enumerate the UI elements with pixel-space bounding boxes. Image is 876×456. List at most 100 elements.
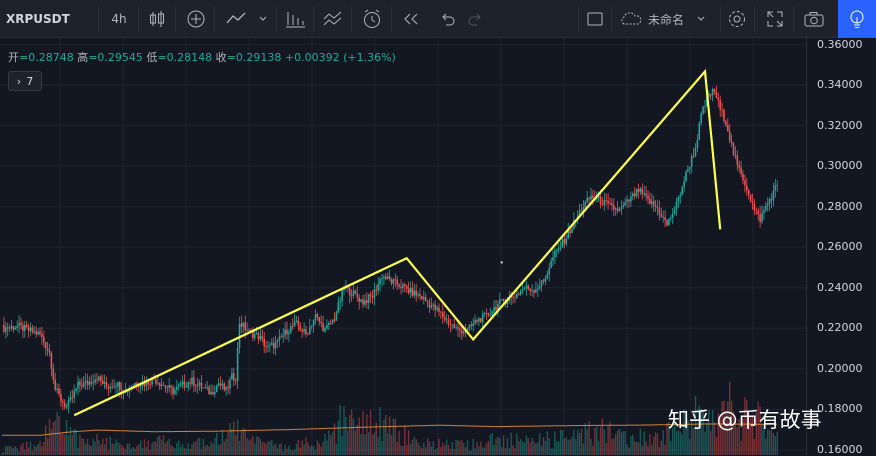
- volume-bar: [295, 443, 298, 455]
- redo-button[interactable]: [464, 0, 488, 38]
- candle-body: [383, 276, 385, 279]
- candle-body: [229, 379, 231, 389]
- candle-body: [666, 220, 668, 226]
- symbol-search-button[interactable]: XRPUSDT: [6, 0, 76, 38]
- volume-bar: [404, 425, 406, 455]
- candle-body: [255, 333, 258, 335]
- volume-bar: [324, 434, 326, 455]
- candle-body: [474, 320, 476, 324]
- volume-bar: [411, 439, 414, 455]
- candle-body: [586, 197, 588, 202]
- volume-bar: [675, 431, 678, 455]
- volume-bar: [394, 418, 396, 455]
- volume-bar: [250, 439, 252, 455]
- volume-bar: [744, 397, 746, 455]
- candle-body: [248, 329, 250, 331]
- volume-bar: [597, 440, 600, 455]
- chart-style-button[interactable]: [281, 0, 309, 38]
- candle-body: [626, 199, 628, 203]
- candle-body: [559, 247, 562, 249]
- candle-body: [290, 326, 292, 333]
- volume-bar: [387, 433, 389, 455]
- toolbar-separator: [313, 6, 314, 32]
- candle-body: [39, 331, 41, 334]
- price-axis[interactable]: 0.36000 0.34000 0.32000 0.30000 0.28000 0.260…: [806, 38, 876, 456]
- price-chart[interactable]: [0, 38, 806, 455]
- volume-bar: [715, 437, 718, 455]
- volume-bar: [711, 410, 714, 455]
- drawing-tool-button[interactable]: [222, 0, 250, 38]
- candle-body: [618, 208, 621, 212]
- candle-body: [396, 279, 398, 285]
- chart-pane[interactable]: [0, 38, 806, 455]
- volume-bar: [259, 438, 262, 455]
- candle-body: [278, 336, 281, 340]
- volume-bar: [7, 446, 9, 455]
- candle-body: [725, 121, 727, 126]
- snapshot-button[interactable]: [800, 0, 828, 38]
- replay-button[interactable]: [398, 0, 424, 38]
- volume-bar: [208, 446, 210, 455]
- candle-body: [584, 201, 587, 208]
- volume-bar: [482, 447, 484, 455]
- chart-type-button[interactable]: [144, 0, 170, 38]
- fullscreen-button[interactable]: [762, 0, 788, 38]
- candle-body: [582, 207, 585, 211]
- candle-body: [457, 327, 459, 329]
- candle-body: [147, 380, 150, 384]
- candle-body: [751, 201, 754, 204]
- indicators-toggle[interactable]: › 7: [8, 71, 42, 91]
- volume-bar: [409, 443, 412, 455]
- candle-body: [500, 298, 503, 300]
- settings-button[interactable]: [724, 0, 750, 38]
- undo-button[interactable]: [435, 0, 459, 38]
- volume-bar: [615, 433, 617, 455]
- volume-bar: [580, 428, 583, 455]
- volume-bar: [318, 443, 320, 455]
- volume-bar: [337, 420, 339, 455]
- price-tick-label: 0.18000: [817, 402, 863, 416]
- price-tick-label: 0.24000: [817, 280, 863, 294]
- indicators-button[interactable]: [182, 0, 210, 38]
- volume-bar: [656, 433, 659, 455]
- candle-body: [215, 385, 218, 392]
- candle-body: [350, 295, 353, 297]
- volume-bar: [216, 433, 218, 455]
- volume-bar: [521, 441, 524, 455]
- layout-select-button[interactable]: [583, 0, 607, 38]
- candle-body: [31, 327, 34, 333]
- candle-body: [523, 288, 526, 290]
- candle-body: [210, 392, 212, 395]
- candle-body: [94, 379, 96, 383]
- candle-body: [41, 333, 43, 337]
- candle-body: [18, 323, 20, 326]
- candle-body: [105, 382, 108, 388]
- alert-button[interactable]: [358, 0, 386, 38]
- change-percent: (+1.36%): [343, 51, 396, 64]
- candle-body: [176, 386, 178, 390]
- volume-bar: [495, 438, 497, 455]
- candle-body: [322, 323, 324, 332]
- volume-bar: [639, 428, 642, 455]
- candle-body: [700, 113, 702, 124]
- volume-bar: [27, 447, 30, 455]
- candle-body: [436, 307, 438, 310]
- interval-button[interactable]: 4h: [104, 0, 134, 38]
- volume-bar: [303, 444, 305, 455]
- candle-body: [24, 324, 26, 331]
- candle-body: [244, 322, 246, 331]
- drawing-tool-dropdown[interactable]: [254, 0, 272, 38]
- candle-body: [33, 331, 36, 333]
- compare-button[interactable]: [319, 0, 347, 38]
- candle-body: [597, 196, 600, 198]
- candle-body: [402, 284, 404, 289]
- candle-body: [723, 109, 725, 122]
- ideas-button[interactable]: [838, 0, 876, 38]
- volume-bar: [396, 442, 398, 455]
- volume-bar: [33, 445, 35, 455]
- volume-bar: [248, 440, 250, 455]
- volume-bar: [730, 401, 733, 455]
- save-layout-button[interactable]: 未命名: [618, 0, 718, 38]
- candle-body: [364, 300, 366, 305]
- trend-drawing-line: [73, 68, 722, 417]
